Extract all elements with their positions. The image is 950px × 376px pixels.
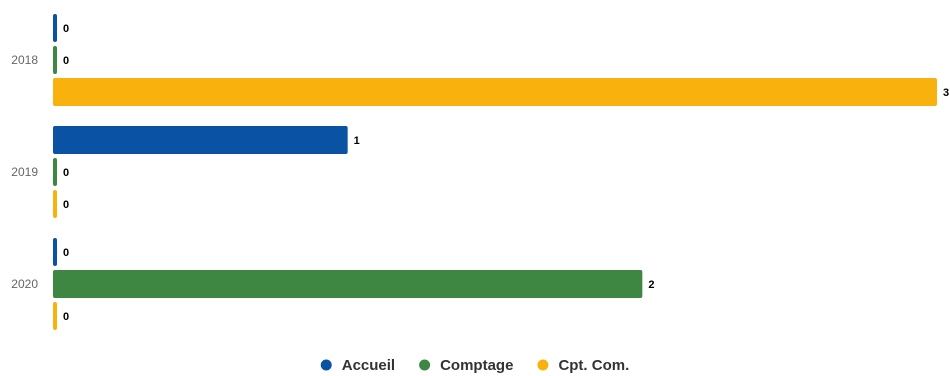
category-label-2019: 2019 [11, 165, 38, 179]
data-label-2019-2: 0 [63, 199, 69, 211]
category-axis: 2018 2019 2020 [11, 53, 38, 291]
data-label-2019-1: 0 [63, 167, 69, 179]
bar-2020-accueil[interactable] [53, 238, 57, 266]
data-label-2018-1: 0 [63, 55, 69, 67]
legend-marker-2 [537, 359, 549, 371]
category-label-2020: 2020 [11, 277, 38, 291]
bar-2018-comptage[interactable] [53, 46, 57, 74]
bar-2018-cpt-com[interactable] [53, 78, 937, 106]
legend: Accueil Comptage Cpt. Com. [320, 357, 629, 374]
legend-label-2: Cpt. Com. [558, 357, 629, 374]
bar-2018-accueil[interactable] [53, 14, 57, 42]
bar-2020-cpt-com[interactable] [53, 302, 57, 330]
legend-label-0: Accueil [342, 357, 395, 374]
bar-2019-comptage[interactable] [53, 158, 57, 186]
bar-2020-comptage[interactable] [53, 270, 643, 298]
legend-label-1: Comptage [440, 357, 513, 374]
data-label-2018-0: 0 [63, 23, 69, 35]
data-labels: 0 0 3 1 0 0 0 2 0 [63, 23, 949, 323]
plot-area [53, 14, 937, 330]
category-label-2018: 2018 [11, 53, 38, 67]
bar-2019-cpt-com[interactable] [53, 190, 57, 218]
data-label-2019-0: 1 [354, 135, 360, 147]
data-label-2018-2: 3 [943, 87, 949, 99]
data-label-2020-1: 2 [648, 279, 654, 291]
legend-marker-0 [320, 359, 332, 371]
data-label-2020-2: 0 [63, 311, 69, 323]
bar-2019-accueil[interactable] [53, 126, 348, 154]
legend-marker-1 [419, 359, 431, 371]
data-label-2020-0: 0 [63, 247, 69, 259]
